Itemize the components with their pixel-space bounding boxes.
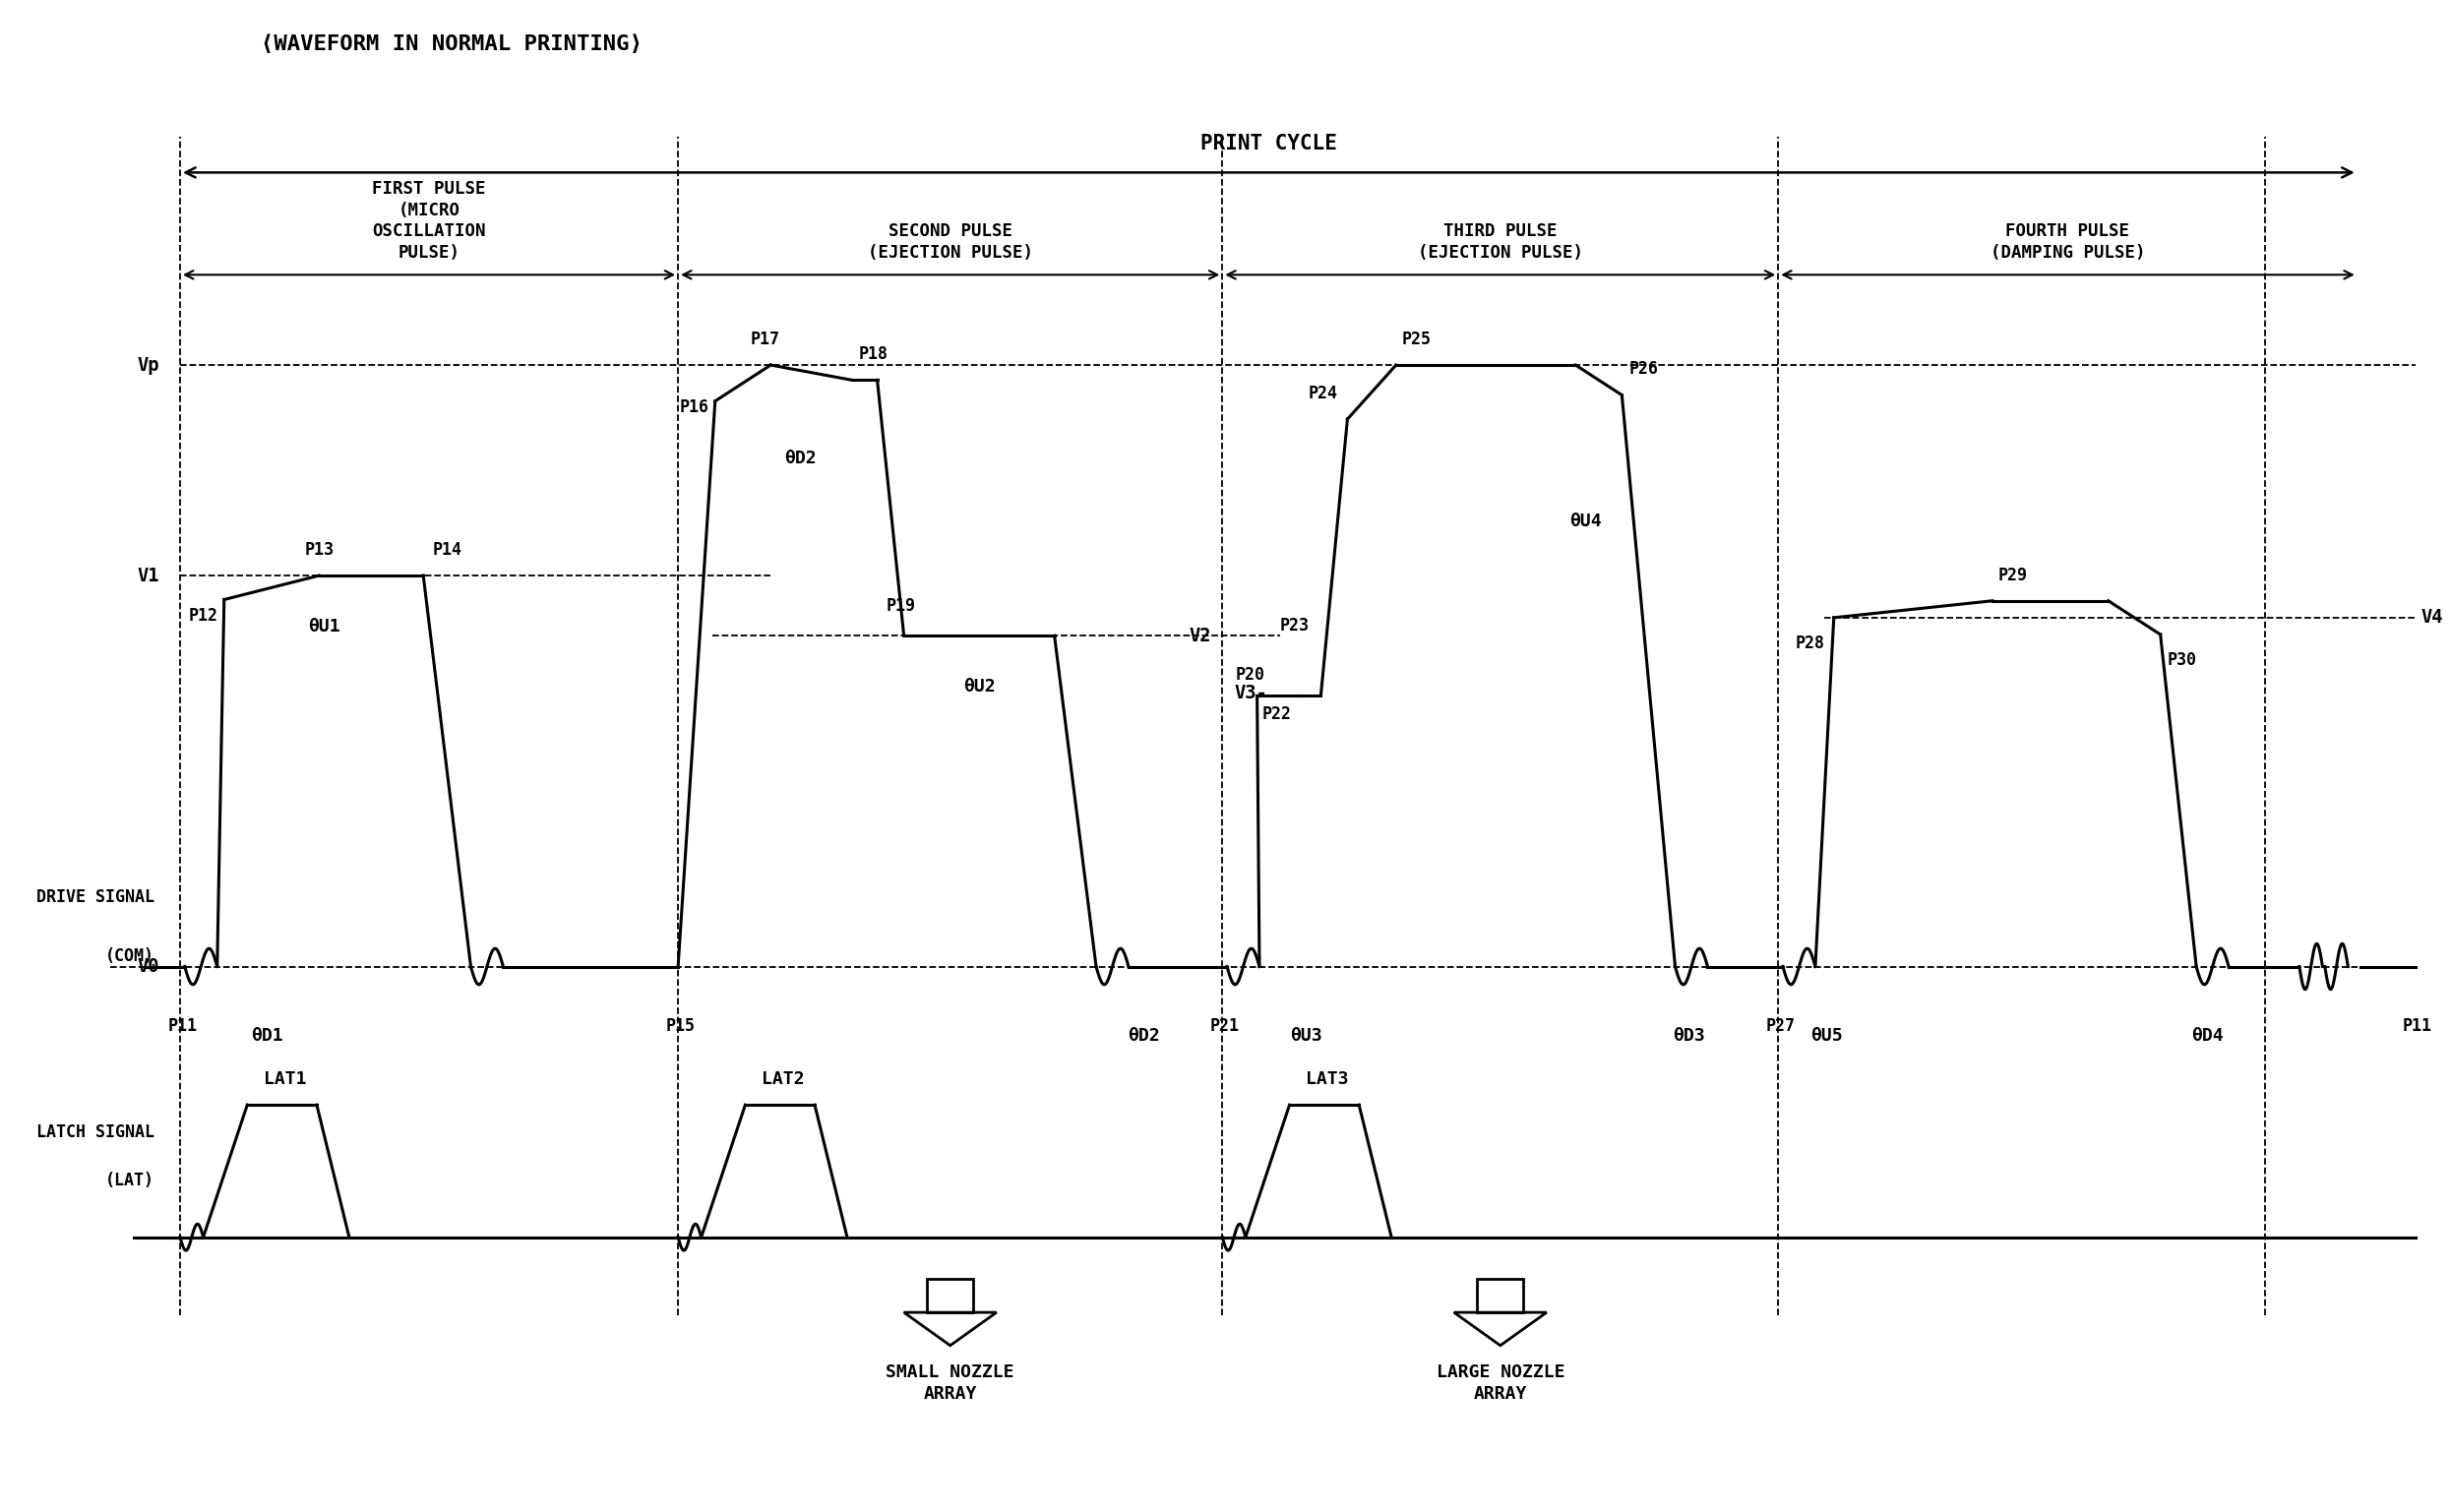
Text: LAT2: LAT2	[762, 1070, 804, 1089]
Text: (COM): (COM)	[105, 947, 154, 965]
Text: θD3: θD3	[1672, 1027, 1703, 1045]
Text: P25: P25	[1402, 331, 1431, 348]
Text: (LAT): (LAT)	[105, 1172, 154, 1188]
Text: P28: P28	[1794, 635, 1824, 652]
Text: P30: P30	[2167, 652, 2196, 668]
Text: P24: P24	[1309, 384, 1338, 402]
Text: SMALL NOZZLE
ARRAY: SMALL NOZZLE ARRAY	[885, 1364, 1015, 1403]
Text: θU4: θU4	[1569, 513, 1603, 531]
Text: P22: P22	[1262, 705, 1292, 723]
Text: FOURTH PULSE
(DAMPING PULSE): FOURTH PULSE (DAMPING PULSE)	[1990, 222, 2145, 262]
Text: ⟨WAVEFORM IN NORMAL PRINTING⟩: ⟨WAVEFORM IN NORMAL PRINTING⟩	[262, 35, 642, 54]
Text: P19: P19	[887, 597, 917, 615]
Text: LAT1: LAT1	[265, 1070, 306, 1089]
Text: LARGE NOZZLE
ARRAY: LARGE NOZZLE ARRAY	[1436, 1364, 1564, 1403]
Text: P17: P17	[750, 331, 779, 348]
Text: V2: V2	[1189, 626, 1211, 646]
Text: P26: P26	[1630, 360, 1659, 378]
Text: θU5: θU5	[1811, 1027, 1843, 1045]
Text: THIRD PULSE
(EJECTION PULSE): THIRD PULSE (EJECTION PULSE)	[1417, 222, 1583, 262]
Text: θD4: θD4	[2191, 1027, 2223, 1045]
Text: P11: P11	[167, 1018, 196, 1036]
Text: P21: P21	[1211, 1018, 1240, 1036]
Text: θD2: θD2	[1127, 1027, 1159, 1045]
Text: P11: P11	[2402, 1018, 2431, 1036]
Text: P20: P20	[1235, 667, 1265, 683]
Text: V1: V1	[137, 565, 159, 585]
Text: θU3: θU3	[1289, 1027, 1321, 1045]
Text: V4: V4	[2422, 608, 2444, 627]
Text: LATCH SIGNAL: LATCH SIGNAL	[37, 1123, 154, 1142]
Text: P12: P12	[189, 606, 218, 624]
Text: θD1: θD1	[250, 1027, 282, 1045]
Text: V0: V0	[137, 957, 159, 975]
Text: P29: P29	[1998, 567, 2027, 584]
Text: P23: P23	[1279, 617, 1309, 635]
Text: P14: P14	[431, 541, 463, 559]
Text: θU2: θU2	[963, 677, 995, 696]
Text: FIRST PULSE
(MICRO
OSCILLATION
PULSE): FIRST PULSE (MICRO OSCILLATION PULSE)	[373, 180, 485, 262]
Text: SECOND PULSE
(EJECTION PULSE): SECOND PULSE (EJECTION PULSE)	[868, 222, 1032, 262]
Text: V3-: V3-	[1233, 683, 1267, 702]
Text: DRIVE SIGNAL: DRIVE SIGNAL	[37, 889, 154, 906]
Text: P16: P16	[679, 398, 708, 416]
Text: P18: P18	[858, 346, 887, 363]
Text: PRINT CYCLE: PRINT CYCLE	[1201, 133, 1336, 153]
Text: Vp: Vp	[137, 355, 159, 375]
Text: θU1: θU1	[309, 618, 341, 635]
Text: P15: P15	[667, 1018, 696, 1036]
Text: P27: P27	[1765, 1018, 1794, 1036]
Text: LAT3: LAT3	[1306, 1070, 1348, 1089]
Text: θD2: θD2	[784, 449, 816, 467]
Text: P13: P13	[304, 541, 333, 559]
